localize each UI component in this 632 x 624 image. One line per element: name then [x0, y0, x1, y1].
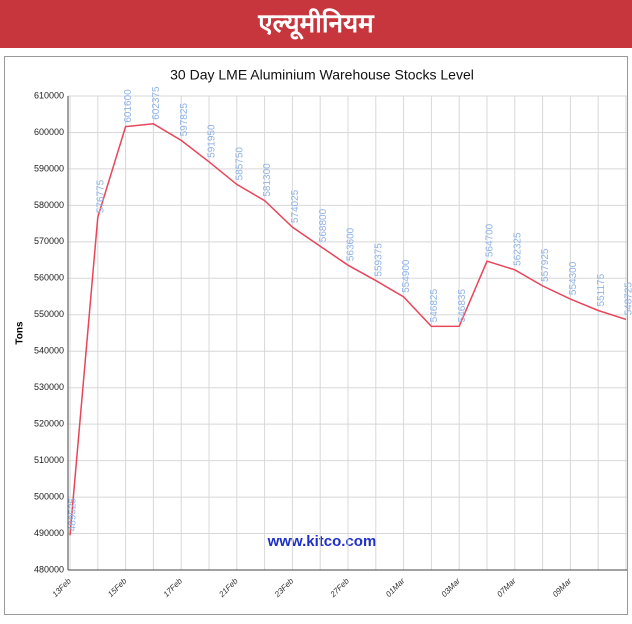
data-label: 554900	[401, 259, 412, 293]
y-tick-label: 560000	[34, 273, 64, 283]
y-tick-label: 490000	[34, 528, 64, 538]
y-axis-label: Tons	[15, 321, 26, 345]
chart: 30 Day LME Aluminium Warehouse Stocks Le…	[15, 67, 474, 550]
chart-title: 30 Day LME Aluminium Warehouse Stocks Le…	[170, 67, 474, 83]
header-title: एल्यूमीनियम	[257, 8, 375, 40]
data-label: 562325	[512, 232, 523, 266]
y-tick-label: 590000	[34, 163, 64, 173]
watermark: www.kitco.com	[267, 533, 377, 550]
data-label: 546835	[457, 289, 468, 323]
y-tick-label: 500000	[34, 491, 64, 501]
data-label: 548725	[624, 282, 632, 316]
y-tick-label: 540000	[34, 346, 64, 356]
y-tick-label: 550000	[34, 309, 64, 319]
data-label: 574025	[290, 189, 301, 223]
header-bar	[0, 0, 632, 48]
data-label: 602375	[151, 86, 162, 120]
data-label: 591950	[207, 124, 218, 158]
data-label: 546825	[429, 289, 440, 323]
y-tick-label: 480000	[34, 564, 64, 574]
y-tick-label: 600000	[34, 127, 64, 137]
data-label: 601600	[123, 89, 134, 123]
data-label: 489525	[68, 497, 79, 531]
y-tick-label: 510000	[34, 455, 64, 465]
y-tick-label: 530000	[34, 382, 64, 392]
data-label: 563600	[346, 227, 357, 261]
y-tick-label: 570000	[34, 236, 64, 246]
line-series	[69, 123, 627, 536]
data-label: 557925	[540, 248, 551, 282]
data-label: 564700	[485, 223, 496, 257]
data-label: 559375	[373, 243, 384, 277]
data-label: 597825	[179, 103, 190, 137]
y-tick-label: 520000	[34, 419, 64, 429]
data-label: 554300	[568, 261, 579, 295]
data-label: 576775	[95, 179, 106, 213]
data-label: 581300	[262, 163, 273, 197]
chart-frame	[4, 56, 628, 615]
data-label: 585750	[234, 147, 245, 181]
y-tick-label: 610000	[34, 90, 64, 100]
data-label: 551175	[596, 273, 607, 306]
y-tick-label: 580000	[34, 200, 64, 210]
data-label: 568800	[318, 208, 329, 242]
